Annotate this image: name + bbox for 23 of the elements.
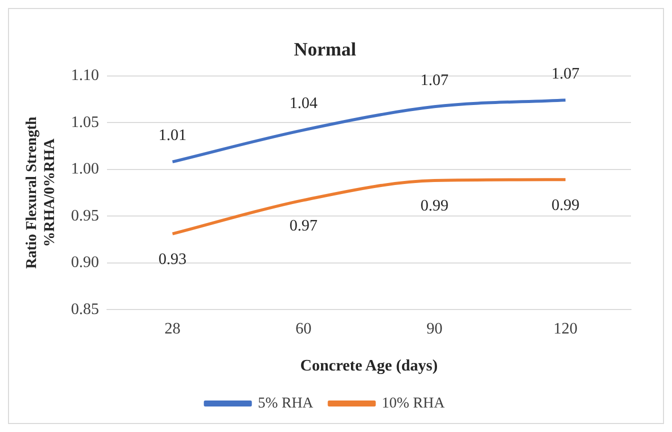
data-label: 1.07	[552, 65, 580, 82]
data-label: 0.99	[552, 196, 580, 214]
y-tick-label: 0.95	[71, 207, 99, 224]
x-tick-label: 28	[164, 320, 180, 338]
chart-title: Normal	[294, 39, 356, 60]
data-label: 0.97	[290, 217, 318, 234]
legend-label: 10% RHA	[382, 395, 445, 412]
y-tick-label: 0.90	[71, 254, 99, 272]
y-tick-label: 1.00	[71, 160, 99, 178]
y-tick-label: 0.85	[71, 300, 99, 318]
data-label: 1.07	[420, 72, 448, 89]
y-tick-label: 1.10	[71, 67, 99, 84]
data-label: 0.93	[158, 251, 186, 268]
x-tick-label: 120	[554, 320, 578, 338]
x-axis-title: Concrete Age (days)	[300, 358, 438, 375]
legend-label: 5% RHA	[258, 395, 314, 412]
y-axis-title: Ratio Flexural Strength %RHA/0%RHA	[24, 116, 58, 269]
y-tick-label: 1.05	[71, 114, 99, 131]
data-label: 0.99	[420, 198, 448, 215]
data-label: 1.04	[290, 95, 318, 112]
x-tick-label: 60	[296, 320, 312, 338]
x-tick-label: 90	[426, 320, 442, 338]
data-label: 1.01	[158, 127, 186, 144]
